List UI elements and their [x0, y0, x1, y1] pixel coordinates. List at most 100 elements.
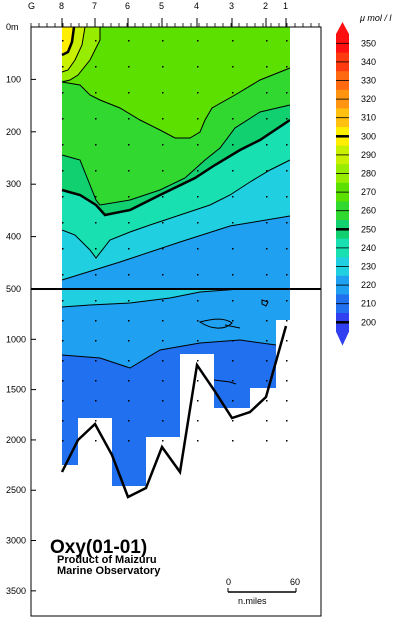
depth-tick-label: 200	[6, 127, 21, 137]
sample-dot	[286, 248, 288, 250]
scale-end: 60	[290, 577, 300, 587]
sample-dot	[286, 400, 288, 402]
sample-dot	[197, 222, 199, 224]
sample-dot	[232, 92, 234, 94]
sample-dot	[95, 400, 97, 402]
sample-dot	[232, 360, 234, 362]
depth-tick-label: 0m	[6, 22, 19, 32]
colorbar-unit: μ mol / l	[359, 13, 392, 23]
colorbar-label-270: 270	[361, 187, 376, 197]
station-label-6: 6	[125, 1, 130, 11]
sample-dot	[286, 320, 288, 322]
sample-dot	[62, 380, 64, 382]
station-label-3: 3	[229, 1, 234, 11]
sample-dot	[286, 144, 288, 146]
sample-dot	[266, 196, 268, 198]
sample-dot	[128, 222, 130, 224]
sample-dot	[232, 420, 234, 422]
sample-dot	[266, 92, 268, 94]
sample-dot	[162, 248, 164, 250]
sample-dot	[162, 400, 164, 402]
contour-250-bold	[61, 118, 291, 217]
station-label-2: 2	[263, 1, 268, 11]
sample-dot	[232, 274, 234, 276]
sample-dot	[62, 400, 64, 402]
sample-dot	[266, 400, 268, 402]
sample-dot	[286, 360, 288, 362]
colorbar-label-220: 220	[361, 280, 376, 290]
sample-dot	[197, 320, 199, 322]
sample-dot	[266, 170, 268, 172]
scale-start: 0	[226, 577, 231, 587]
depth-tick-label: 500	[6, 284, 21, 294]
sample-dot	[162, 320, 164, 322]
chart-subtitle-1: Product of Maizuru	[57, 554, 157, 566]
sample-dot	[286, 40, 288, 42]
sample-dot	[62, 360, 64, 362]
colorbar-label-310: 310	[361, 113, 376, 123]
depth-axis-lower: 500 1000 1500 2000 2500 3000 3500	[6, 284, 36, 596]
sample-dot	[197, 420, 199, 422]
sample-dot	[62, 66, 64, 68]
sample-dot	[197, 40, 199, 42]
sample-dot	[232, 222, 234, 224]
sample-dot	[162, 92, 164, 94]
colorbar-label-320: 320	[361, 94, 376, 104]
sample-dot	[162, 274, 164, 276]
sample-dot	[232, 118, 234, 120]
sample-dot	[162, 360, 164, 362]
sample-dot	[62, 340, 64, 342]
contour-300-bold	[61, 27, 76, 57]
sample-dot	[95, 40, 97, 42]
colorbar-label-210: 210	[361, 299, 376, 309]
sample-dot	[197, 118, 199, 120]
sample-dot	[95, 196, 97, 198]
colorbar-label-230: 230	[361, 262, 376, 272]
sample-dot	[62, 92, 64, 94]
sample-dot	[266, 118, 268, 120]
sample-dot	[286, 274, 288, 276]
sample-dot	[197, 248, 199, 250]
sample-dot	[62, 118, 64, 120]
sample-dot	[128, 248, 130, 250]
sample-dot	[162, 380, 164, 382]
sample-dot	[95, 360, 97, 362]
sample-dot	[232, 440, 234, 442]
sample-dot	[128, 196, 130, 198]
colorbar-label-250: 250	[361, 224, 376, 234]
sample-dot	[162, 300, 164, 302]
chart-title: Oxy(01-01)	[50, 537, 147, 558]
station-label-8: 8	[59, 1, 64, 11]
sample-dot	[162, 144, 164, 146]
sample-dot	[62, 40, 64, 42]
sample-dot	[266, 66, 268, 68]
scale-unit: n.miles	[238, 596, 267, 606]
sample-dot	[162, 340, 164, 342]
sample-dot	[197, 300, 199, 302]
sample-dot	[128, 40, 130, 42]
colorbar-cap-top	[336, 22, 349, 34]
sample-dot	[286, 300, 288, 302]
sample-dot	[62, 248, 64, 250]
sample-dot	[62, 196, 64, 198]
colorbar-label-330: 330	[361, 76, 376, 86]
sample-dot	[197, 400, 199, 402]
sample-dot	[232, 170, 234, 172]
sample-dot	[128, 320, 130, 322]
sample-dot	[266, 222, 268, 224]
colorbar-label-300: 300	[361, 131, 376, 141]
sample-dot	[95, 118, 97, 120]
sample-dot	[232, 66, 234, 68]
contour-band-270	[62, 27, 290, 138]
sample-dot	[128, 300, 130, 302]
sample-dot	[266, 248, 268, 250]
sample-dot	[286, 420, 288, 422]
sample-dot	[95, 144, 97, 146]
colorbar-label-350: 350	[361, 38, 376, 48]
sample-dot	[62, 222, 64, 224]
sample-dot	[286, 92, 288, 94]
sample-dot	[266, 360, 268, 362]
depth-tick-label: 1000	[6, 334, 26, 344]
sample-dot	[232, 400, 234, 402]
